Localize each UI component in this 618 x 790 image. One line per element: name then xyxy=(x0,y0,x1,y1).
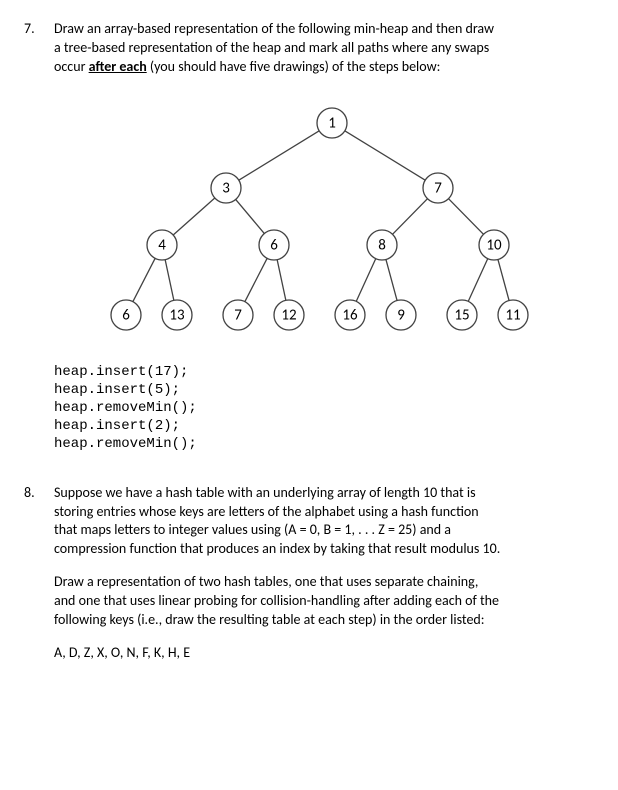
q8-p2-l3: following keys (i.e., draw the resulting… xyxy=(54,611,485,628)
tree-edge xyxy=(449,198,484,234)
tree-node-label: 7 xyxy=(234,306,242,324)
q8-number: 8. xyxy=(24,484,54,663)
q7-body: Draw an array-based representation of th… xyxy=(54,20,594,77)
q7-l3-post: (you should have five drawings) of the s… xyxy=(147,58,441,75)
q8-para2: Draw a representation of two hash tables… xyxy=(54,573,594,630)
tree-node-label: 1 xyxy=(328,114,336,132)
tree-node-label: 15 xyxy=(454,306,469,324)
q7-number: 7. xyxy=(24,20,54,77)
tree-edge xyxy=(173,198,215,235)
tree-edge xyxy=(239,131,319,180)
tree-node-label: 8 xyxy=(378,236,386,254)
tree-node-label: 6 xyxy=(122,306,130,324)
tree-edge xyxy=(245,258,267,301)
heap-tree-diagram: 137468106137121691511 xyxy=(54,93,594,343)
tree-node-label: 7 xyxy=(434,179,442,197)
tree-edge xyxy=(386,259,397,300)
tree-node-label: 6 xyxy=(270,236,278,254)
heap-operations-code: heap.insert(17); heap.insert(5); heap.re… xyxy=(54,363,594,454)
code-l2: heap.insert(5); xyxy=(54,382,180,398)
tree-node-label: 3 xyxy=(222,179,230,197)
code-l1: heap.insert(17); xyxy=(54,364,188,380)
tree-edge xyxy=(165,259,174,300)
code-l3: heap.removeMin(); xyxy=(54,400,197,416)
tree-edge xyxy=(236,199,265,233)
q7-l2: a tree-based representation of the heap … xyxy=(54,39,489,56)
tree-node-label: 9 xyxy=(397,306,405,324)
tree-edge xyxy=(133,258,155,301)
tree-edge xyxy=(393,198,428,234)
tree-edge xyxy=(468,258,488,301)
q7-l1: Draw an array-based representation of th… xyxy=(54,20,494,37)
tree-edge xyxy=(277,259,286,300)
code-l4: heap.insert(2); xyxy=(54,418,180,434)
tree-edge xyxy=(356,258,376,301)
tree-node-label: 4 xyxy=(158,236,166,254)
code-l5: heap.removeMin(); xyxy=(54,436,197,452)
q8-p1-l2: storing entries whose keys are letters o… xyxy=(54,503,479,520)
tree-node-label: 10 xyxy=(486,236,502,254)
q8-p1-l3: that maps letters to integer values usin… xyxy=(54,521,451,538)
q8-p2-l1: Draw a representation of two hash tables… xyxy=(54,573,478,590)
tree-node-label: 11 xyxy=(505,306,520,324)
q8-p1-l1: Suppose we have a hash table with an und… xyxy=(54,484,476,501)
q8-body: Suppose we have a hash table with an und… xyxy=(54,484,594,663)
tree-edge xyxy=(345,131,425,180)
q8-p2-l2: and one that uses linear probing for col… xyxy=(54,592,499,609)
q8-keys: A, D, Z, X, O, N, F, K, H, E xyxy=(54,644,594,663)
q7-l3-bold: after each xyxy=(89,58,147,75)
q8-para1: Suppose we have a hash table with an und… xyxy=(54,484,594,560)
q7-l3-pre: occur xyxy=(54,58,89,75)
tree-node-label: 12 xyxy=(281,306,296,324)
tree-node-label: 13 xyxy=(169,306,185,324)
q8-p1-l4: compression function that produces an in… xyxy=(54,540,500,557)
tree-edge xyxy=(498,259,509,300)
tree-node-label: 16 xyxy=(342,306,358,324)
